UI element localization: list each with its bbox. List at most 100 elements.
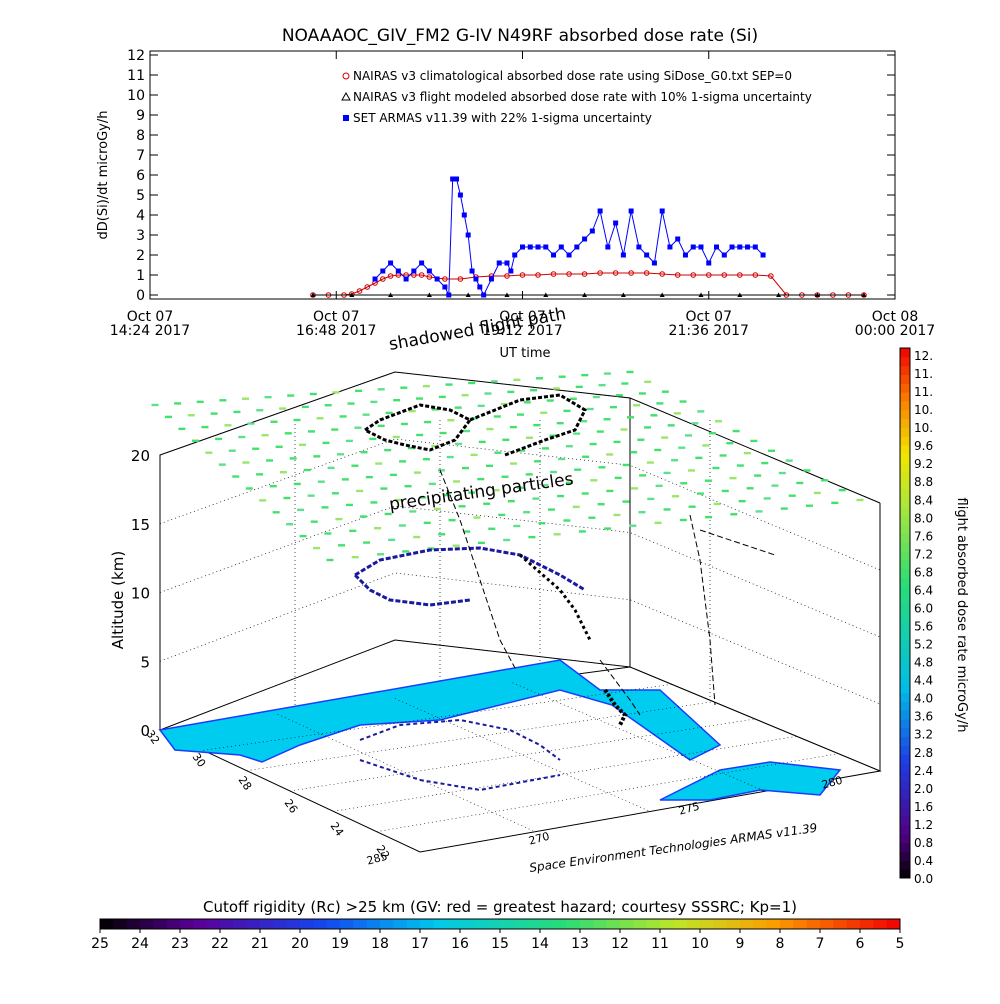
colorbar-swatch bbox=[900, 763, 910, 773]
particle-marker bbox=[523, 511, 531, 514]
particle-marker bbox=[419, 496, 427, 499]
y-tick-label: 1 bbox=[136, 268, 145, 284]
colorbar-swatch bbox=[900, 833, 910, 844]
particle-marker bbox=[270, 420, 278, 423]
particle-marker bbox=[316, 417, 324, 420]
colorbar-tick-label: 9.2 bbox=[914, 457, 933, 471]
particle-marker bbox=[597, 503, 605, 506]
data-point bbox=[682, 252, 688, 258]
colorbar-swatch bbox=[340, 919, 354, 929]
particle-marker bbox=[502, 438, 510, 442]
colorbar-tick-label: 15 bbox=[491, 936, 509, 952]
colorbar-swatch bbox=[900, 674, 910, 685]
particle-marker bbox=[603, 418, 611, 421]
colorbar-swatch bbox=[900, 515, 910, 526]
particle-marker bbox=[606, 453, 614, 456]
data-point bbox=[628, 270, 634, 276]
colorbar-swatch bbox=[606, 919, 621, 929]
particle-marker bbox=[178, 427, 186, 431]
data-point bbox=[643, 270, 650, 276]
particle-marker bbox=[598, 383, 606, 387]
particle-marker bbox=[578, 530, 586, 533]
particle-marker bbox=[345, 439, 353, 443]
colorbar-swatch bbox=[900, 666, 910, 676]
colorbar-swatch bbox=[900, 692, 910, 702]
colorbar-tick-label: 8.0 bbox=[914, 511, 933, 525]
colorbar-tick-label: 1.6 bbox=[914, 800, 933, 814]
particle-marker bbox=[422, 458, 430, 461]
colorbar-tick-label: 12 bbox=[611, 936, 629, 952]
data-point bbox=[620, 292, 626, 297]
particle-marker bbox=[556, 421, 564, 425]
data-point bbox=[364, 284, 371, 290]
colorbar-swatch bbox=[860, 919, 874, 929]
particle-marker bbox=[287, 394, 295, 397]
particle-marker bbox=[603, 372, 611, 375]
particle-marker bbox=[713, 502, 721, 506]
colorbar-swatch bbox=[900, 701, 910, 711]
particle-marker bbox=[574, 468, 582, 471]
particle-marker bbox=[433, 507, 441, 511]
particle-marker bbox=[806, 504, 814, 507]
colorbar-swatch bbox=[100, 919, 114, 929]
colorbar-tick-label: 20 bbox=[291, 936, 309, 952]
data-point bbox=[737, 292, 743, 297]
data-point bbox=[644, 252, 650, 258]
particle-marker bbox=[247, 422, 255, 425]
data-point bbox=[457, 192, 463, 198]
colorbar-swatch bbox=[900, 842, 910, 852]
particle-marker bbox=[509, 425, 517, 429]
particle-marker bbox=[663, 508, 671, 511]
particle-marker bbox=[534, 460, 542, 463]
particle-marker bbox=[301, 405, 309, 409]
particle-marker bbox=[532, 497, 540, 500]
particle-marker bbox=[486, 427, 494, 431]
data-point bbox=[597, 208, 603, 214]
particle-marker bbox=[362, 413, 370, 416]
particle-marker bbox=[613, 440, 621, 444]
particle-marker bbox=[771, 484, 779, 487]
data-point bbox=[736, 272, 743, 278]
colorbar-tick-label: 4.4 bbox=[914, 674, 933, 688]
altitude-tick-label: 10 bbox=[131, 585, 150, 603]
particle-marker bbox=[210, 412, 218, 415]
colorbar-swatch bbox=[900, 427, 910, 437]
particle-marker bbox=[374, 526, 382, 530]
colorbar-swatch bbox=[900, 780, 910, 791]
particle-marker bbox=[679, 400, 687, 403]
colorbar-swatch bbox=[900, 374, 910, 384]
particle-marker bbox=[493, 415, 501, 418]
x-tick-label-date: Oct 07 bbox=[313, 309, 359, 325]
colorbar-tick-label: 8 bbox=[776, 936, 785, 952]
particle-marker bbox=[490, 380, 498, 383]
data-point bbox=[481, 292, 487, 298]
data-point bbox=[418, 272, 425, 278]
particle-marker bbox=[549, 470, 557, 474]
particle-marker bbox=[856, 498, 864, 502]
x-tick-label-date: Oct 07 bbox=[127, 309, 173, 325]
colorbar-swatch bbox=[900, 613, 910, 623]
particle-marker bbox=[622, 500, 630, 503]
legend-marker bbox=[342, 72, 350, 80]
colorbar-swatch bbox=[660, 919, 674, 929]
particle-marker bbox=[470, 417, 478, 420]
time-series-legend: NAIRAS v3 climatological absorbed dose r… bbox=[341, 69, 812, 125]
particle-marker bbox=[615, 394, 623, 397]
particle-marker bbox=[705, 515, 713, 519]
data-point bbox=[651, 260, 657, 266]
cutoff-rigidity-colorbar: Cutoff rigidity (Rc) >25 km (GV: red = g… bbox=[91, 898, 904, 952]
particle-marker bbox=[507, 499, 515, 503]
colorbar-tick-label: 11 bbox=[651, 936, 669, 952]
colorbar-swatch bbox=[793, 919, 808, 929]
colorbar-swatch bbox=[686, 919, 701, 929]
particle-marker bbox=[613, 513, 621, 517]
particle-marker bbox=[573, 432, 581, 435]
colorbar-swatch bbox=[393, 919, 408, 929]
longitude-tick-label: 280 bbox=[820, 774, 844, 792]
particle-marker bbox=[310, 520, 318, 523]
colorbar-swatch bbox=[900, 560, 910, 570]
particle-marker bbox=[297, 508, 305, 512]
data-point bbox=[776, 292, 782, 297]
colorbar-swatch bbox=[273, 919, 288, 929]
